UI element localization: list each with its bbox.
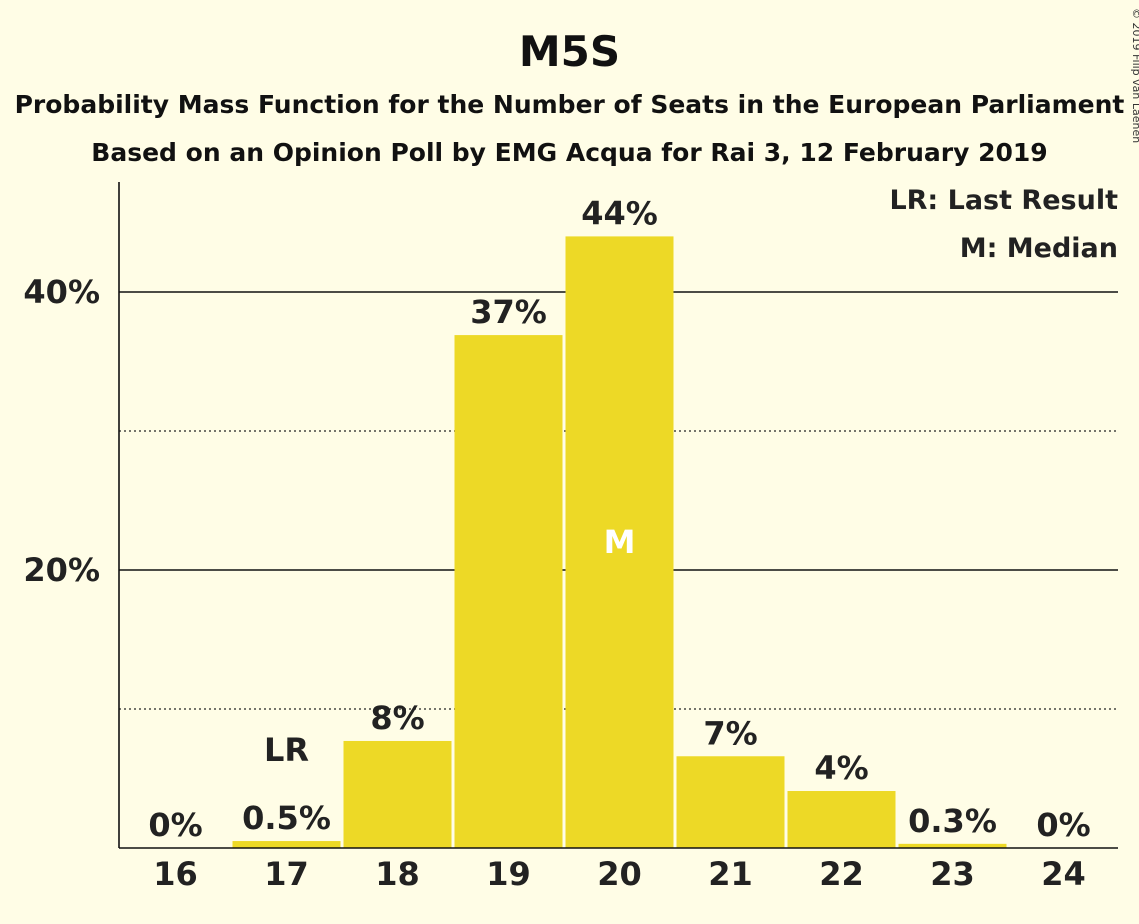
x-tick-label-17: 17 bbox=[264, 855, 309, 893]
x-tick-label-18: 18 bbox=[375, 855, 420, 893]
chart-subtitle-2: Based on an Opinion Poll by EMG Acqua fo… bbox=[91, 138, 1047, 167]
value-label-19: 37% bbox=[470, 293, 547, 331]
bar-20 bbox=[565, 236, 674, 848]
x-tick-label-19: 19 bbox=[486, 855, 531, 893]
x-tick-label-20: 20 bbox=[597, 855, 642, 893]
legend-last-result: LR: Last Result bbox=[889, 185, 1118, 216]
value-label-18: 8% bbox=[370, 699, 424, 737]
bar-23 bbox=[898, 843, 1007, 848]
x-tick-label-21: 21 bbox=[708, 855, 753, 893]
value-label-20: 44% bbox=[581, 194, 658, 232]
chart-subtitle-1: Probability Mass Function for the Number… bbox=[15, 90, 1125, 119]
value-label-24: 0% bbox=[1036, 806, 1090, 844]
labels-group: 16 0% 17 0.5% LR 18 8% 19 37% 20 44% M 21 7% 22 4% 23 0.3… bbox=[148, 194, 1090, 893]
x-tick-label-23: 23 bbox=[930, 855, 975, 893]
value-label-23: 0.3% bbox=[908, 802, 997, 840]
x-tick-label-16: 16 bbox=[153, 855, 198, 893]
y-tick-label-20: 20% bbox=[23, 551, 100, 589]
chart-title: M5S bbox=[519, 27, 620, 76]
x-tick-label-24: 24 bbox=[1041, 855, 1086, 893]
bar-21 bbox=[676, 756, 785, 848]
bars-group bbox=[232, 236, 1007, 849]
value-label-21: 7% bbox=[703, 714, 757, 752]
bar-19 bbox=[454, 335, 563, 849]
x-tick-label-22: 22 bbox=[819, 855, 864, 893]
median-marker: M bbox=[604, 523, 636, 561]
y-tick-label-40: 40% bbox=[23, 273, 100, 311]
bar-22 bbox=[787, 791, 896, 848]
legend-median: M: Median bbox=[960, 233, 1118, 264]
value-label-22: 4% bbox=[814, 749, 868, 787]
last-result-marker: LR bbox=[264, 731, 309, 769]
copyright-note: © 2019 Filip van Laenen bbox=[1130, 8, 1139, 143]
value-label-17: 0.5% bbox=[242, 799, 331, 837]
bar-17 bbox=[232, 841, 341, 848]
axes-group: 20% 40% bbox=[23, 182, 1118, 849]
value-label-16: 0% bbox=[148, 806, 202, 844]
bar-18 bbox=[343, 740, 452, 848]
